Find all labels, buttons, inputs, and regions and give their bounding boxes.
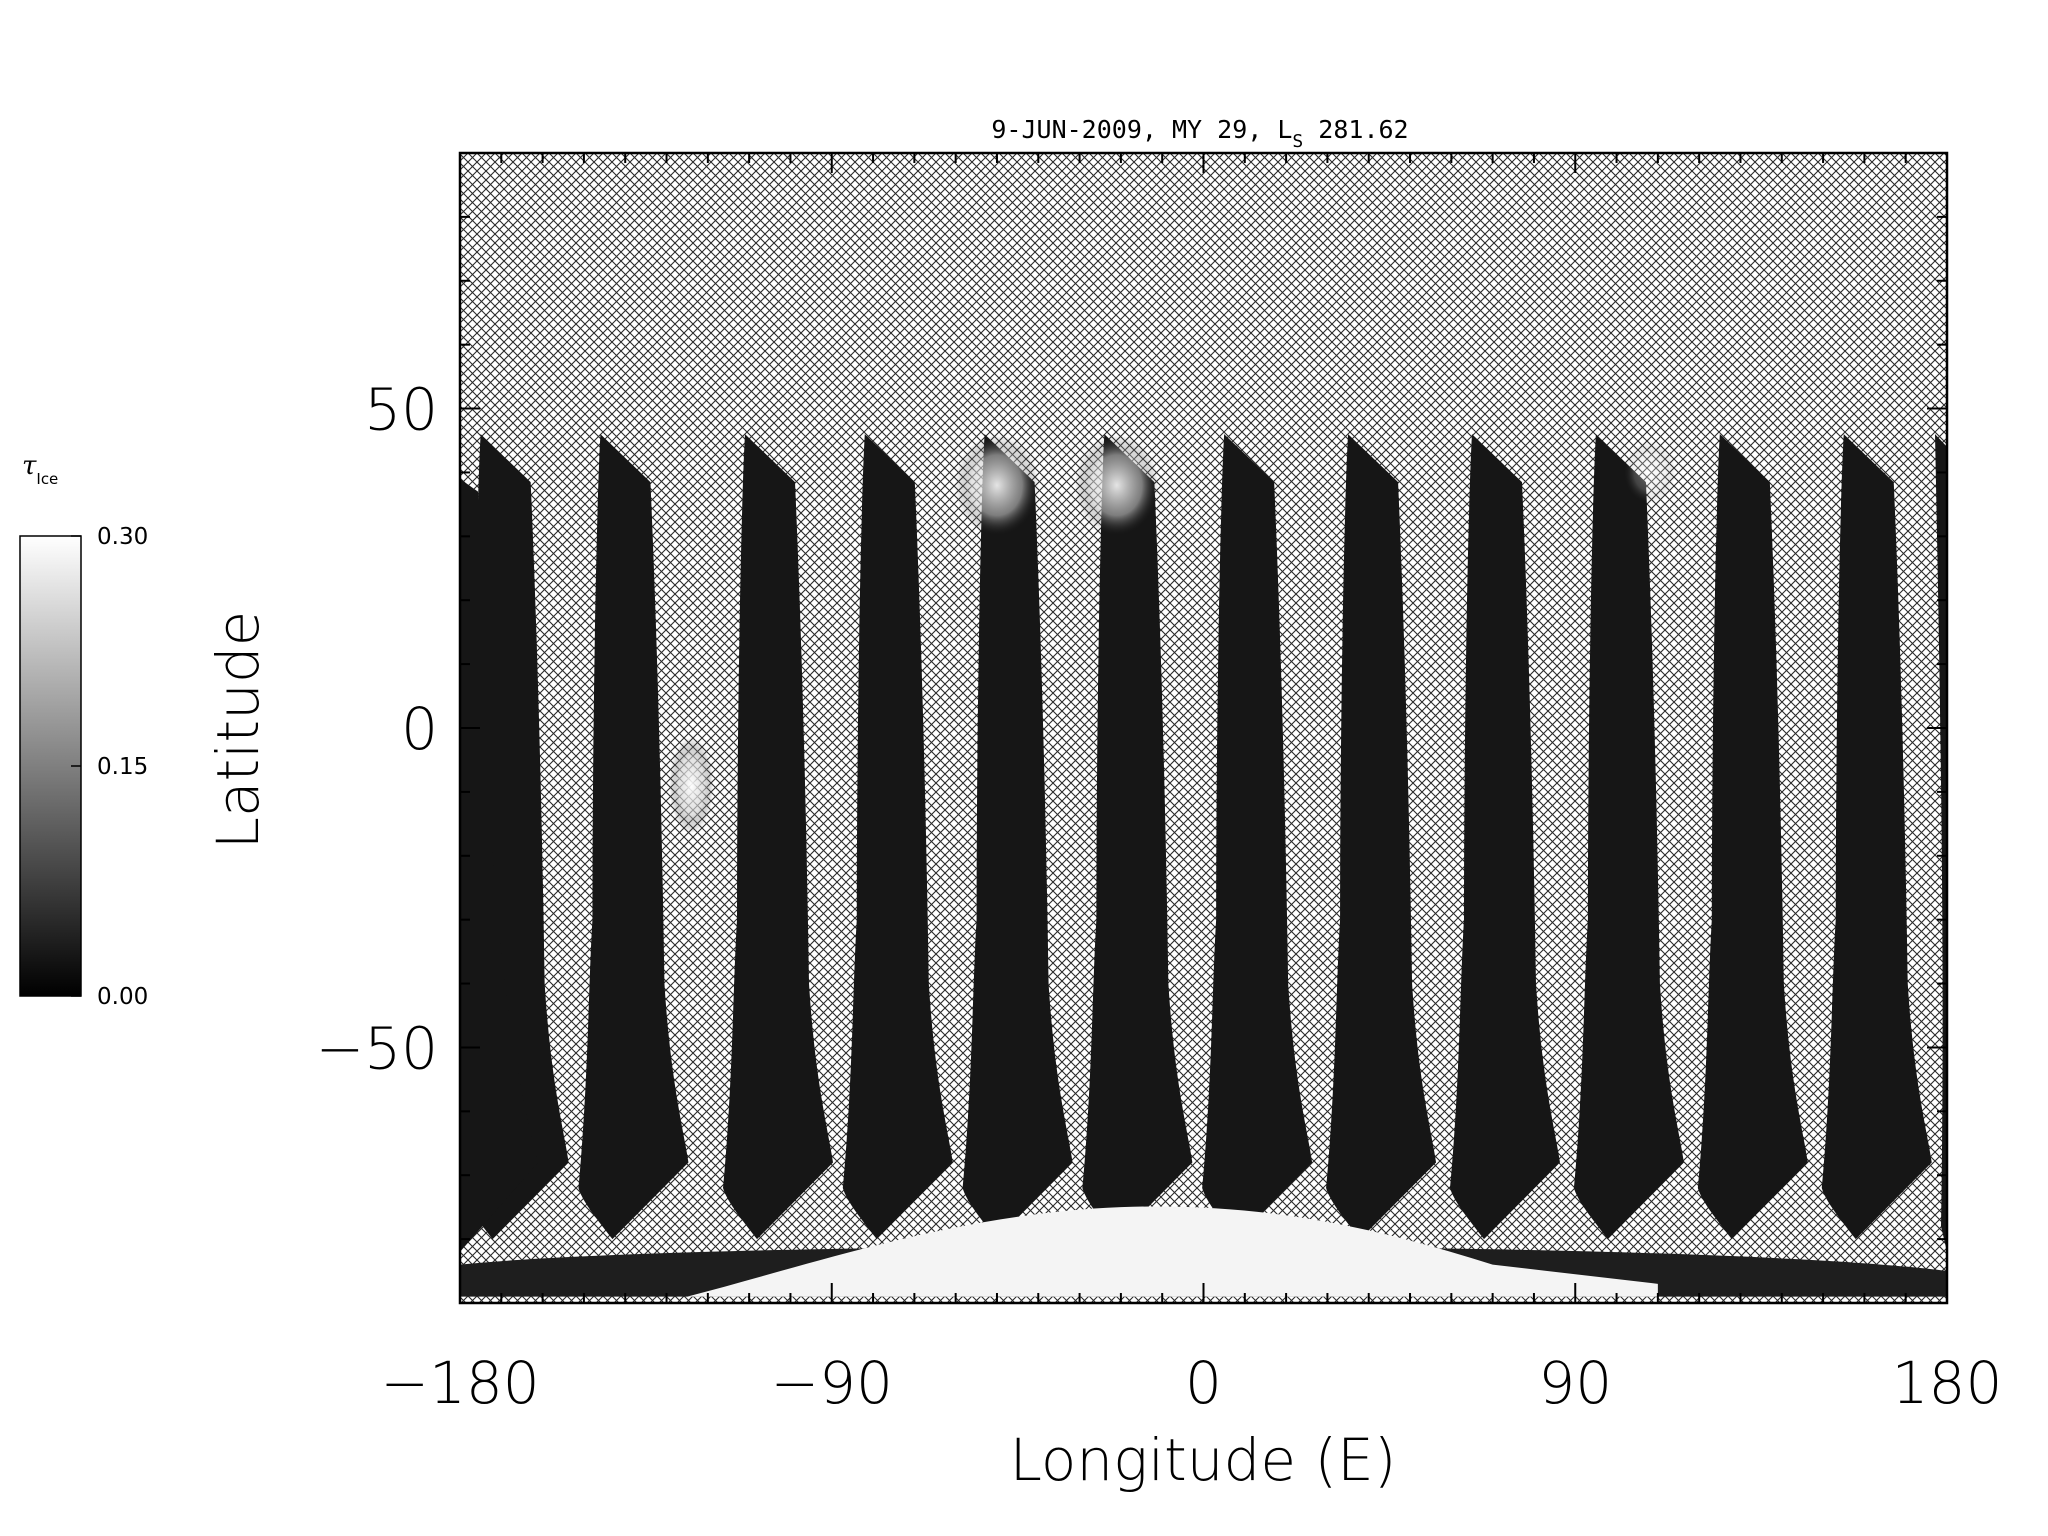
- y-tick-label: −50: [316, 1014, 438, 1082]
- no-data-hatch: [460, 153, 1947, 1303]
- y-tick-label: 0: [401, 695, 438, 763]
- northern-cloud-2: [1074, 434, 1159, 536]
- south-polar-cap: [687, 1206, 1658, 1297]
- title-main: 9-JUN-2009, MY 29, L: [991, 115, 1292, 144]
- swath-12: [1821, 434, 1932, 1240]
- colorbar-tick-label: 0.15: [97, 754, 148, 780]
- swath-edge-left: [460, 478, 538, 1252]
- swath-9: [1449, 434, 1560, 1240]
- title-subscript: S: [1292, 131, 1303, 152]
- x-tick-labels: −180 −90 0 90 180: [380, 1349, 2002, 1417]
- y-tick-label: 50: [364, 376, 438, 444]
- swath-8: [1326, 434, 1437, 1240]
- equatorial-cloud: [669, 737, 714, 834]
- axis-ticks: [459, 152, 1948, 1304]
- swath-6: [1082, 434, 1193, 1240]
- x-tick-label: −180: [380, 1349, 539, 1417]
- colorbar-gradient: [19, 535, 82, 997]
- swath-3: [723, 434, 834, 1240]
- colorbar-title: τIce: [22, 451, 58, 488]
- x-tick-label: 90: [1538, 1349, 1612, 1417]
- y-axis-label: Latitude: [204, 611, 272, 850]
- map-plot-area: [458, 151, 1949, 1305]
- colorbar-symbol: τ: [22, 451, 37, 481]
- swath-2: [578, 434, 689, 1240]
- y-tick-labels: 50 0 −50: [316, 376, 438, 1083]
- swath-10: [1573, 434, 1684, 1240]
- colorbar: τIce 0.30 0.15 0.00: [19, 451, 148, 1010]
- colorbar-subscript: Ice: [36, 470, 58, 488]
- cloud-features: [669, 434, 1676, 1297]
- swath-7: [1202, 434, 1313, 1240]
- northern-cloud-3: [1623, 441, 1676, 504]
- swath-4: [842, 434, 953, 1240]
- colorbar-tick-label: 0.30: [97, 524, 148, 550]
- title-suffix: 281.62: [1303, 115, 1408, 144]
- x-tick-label: −90: [771, 1349, 893, 1417]
- colorbar-ticks: 0.30 0.15 0.00: [71, 524, 148, 1010]
- northern-cloud-1: [954, 434, 1039, 536]
- swath-5: [962, 434, 1073, 1240]
- colorbar-tick-label: 0.00: [97, 984, 148, 1010]
- x-tick-label: 0: [1185, 1349, 1222, 1417]
- x-axis-label: Longitude (E): [1010, 1426, 1397, 1494]
- swath-11: [1697, 434, 1808, 1240]
- chart-title: 9-JUN-2009, MY 29, LS 281.62: [991, 115, 1408, 152]
- x-tick-label: 180: [1892, 1349, 2003, 1417]
